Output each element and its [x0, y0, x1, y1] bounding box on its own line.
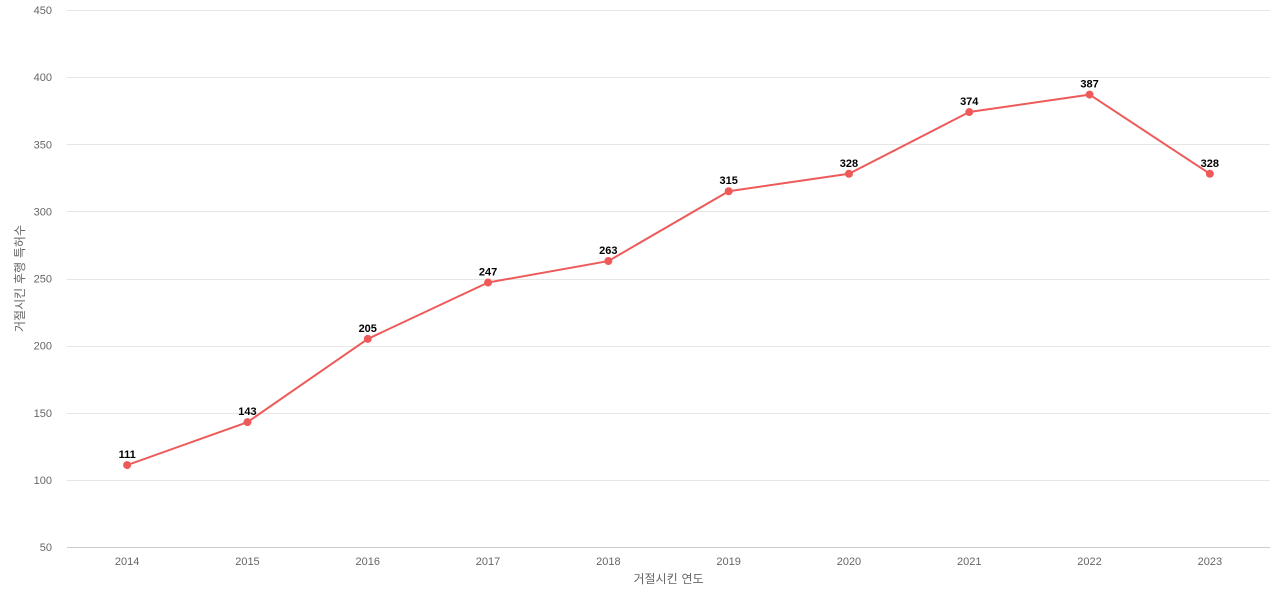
x-tick-label: 2020: [837, 556, 861, 568]
gridlines: [67, 10, 1270, 481]
series-line: [126, 93, 1211, 467]
data-label: 205: [359, 323, 377, 335]
x-tick-label: 2023: [1198, 556, 1222, 568]
data-label: 328: [840, 158, 858, 170]
x-tick-label: 2015: [235, 556, 259, 568]
data-label: 247: [479, 267, 497, 279]
data-label: 315: [719, 175, 737, 187]
x-tick-label: 2021: [957, 556, 981, 568]
data-label: 387: [1080, 79, 1098, 91]
data-point[interactable]: [243, 418, 252, 427]
data-labels: 111 143 205 247 263 315 328 374 387 328: [119, 79, 1219, 462]
x-axis-ticks: 2014 2015 2016 2017 2018 2019 2020 2021 2022 2023: [115, 556, 1222, 568]
y-tick-label: 250: [34, 274, 52, 286]
data-label: 374: [960, 96, 979, 108]
y-tick-label: 50: [40, 542, 52, 554]
y-tick-label: 200: [34, 341, 52, 353]
y-tick-label: 400: [34, 72, 52, 84]
data-label: 111: [119, 449, 136, 461]
data-point[interactable]: [844, 169, 853, 178]
data-point[interactable]: [484, 278, 493, 287]
x-tick-label: 2017: [476, 556, 500, 568]
data-label: 143: [238, 406, 256, 418]
data-point[interactable]: [1085, 90, 1094, 99]
y-tick-label: 150: [34, 408, 52, 420]
data-label: 328: [1201, 158, 1219, 170]
y-axis-title: 거절시킨 후행 특허수: [12, 225, 27, 332]
x-tick-label: 2016: [356, 556, 380, 568]
x-tick-label: 2022: [1077, 556, 1101, 568]
y-axis-ticks: 50 100 150 200 250 300 350 400 450: [34, 5, 52, 554]
data-point[interactable]: [965, 108, 974, 117]
data-label: 263: [599, 245, 617, 257]
x-tick-label: 2018: [596, 556, 620, 568]
x-tick-label: 2019: [716, 556, 740, 568]
data-point[interactable]: [604, 257, 613, 266]
y-tick-label: 450: [34, 5, 52, 17]
x-axis-title: 거절시킨 연도: [633, 572, 703, 586]
series-layer: [123, 90, 1214, 470]
y-tick-label: 350: [34, 139, 52, 151]
data-point[interactable]: [363, 334, 372, 343]
data-point[interactable]: [724, 187, 733, 196]
y-tick-label: 300: [34, 206, 52, 218]
data-point[interactable]: [123, 461, 132, 470]
data-point[interactable]: [1205, 169, 1214, 178]
x-tick-label: 2014: [115, 556, 139, 568]
y-tick-label: 100: [34, 475, 52, 487]
